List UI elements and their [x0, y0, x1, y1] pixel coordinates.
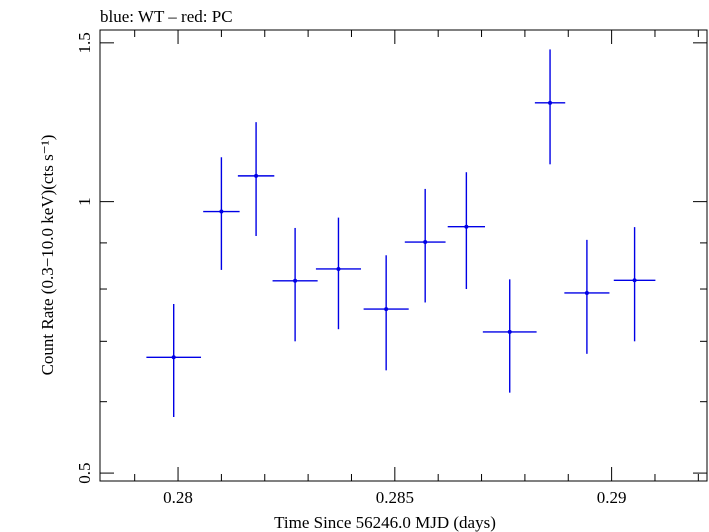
x-tick-label: 0.28	[163, 488, 193, 507]
data-point	[534, 49, 566, 165]
data-point	[613, 227, 656, 342]
data-point	[203, 157, 240, 270]
y-axis-ticks: 0.5 1 1.5	[75, 32, 707, 484]
chart-title: blue: WT – red: PC	[100, 7, 233, 26]
data-point	[146, 303, 202, 417]
data-point	[404, 188, 446, 303]
x-axis-ticks: 0.28 0.285 0.29	[134, 30, 699, 507]
y-tick-label: 1.5	[75, 32, 94, 53]
data-points	[146, 49, 656, 417]
point-marker	[423, 240, 428, 245]
data-point	[482, 279, 537, 393]
point-marker	[507, 329, 512, 334]
data-point	[363, 255, 409, 371]
point-marker	[171, 355, 176, 360]
x-axis-label: Time Since 56246.0 MJD (days)	[274, 513, 496, 532]
point-marker	[336, 266, 341, 271]
data-point	[315, 217, 362, 330]
y-tick-label: 0.5	[75, 462, 94, 483]
data-point	[272, 227, 318, 342]
point-marker	[254, 173, 259, 178]
point-marker	[384, 307, 389, 312]
x-tick-label: 0.29	[597, 488, 627, 507]
point-marker	[219, 209, 224, 214]
point-marker	[293, 278, 298, 283]
y-tick-label: 1	[75, 197, 94, 206]
plot-frame	[99, 29, 708, 482]
y-axis-label: Count Rate (0.3−10.0 keV)(cts s⁻¹)	[38, 135, 57, 376]
data-point	[237, 122, 275, 236]
point-marker	[464, 224, 469, 229]
x-tick-label: 0.285	[376, 488, 414, 507]
point-marker	[548, 100, 553, 105]
data-point	[447, 172, 486, 290]
point-marker	[632, 278, 637, 283]
data-point	[564, 239, 610, 354]
point-marker	[584, 290, 589, 295]
